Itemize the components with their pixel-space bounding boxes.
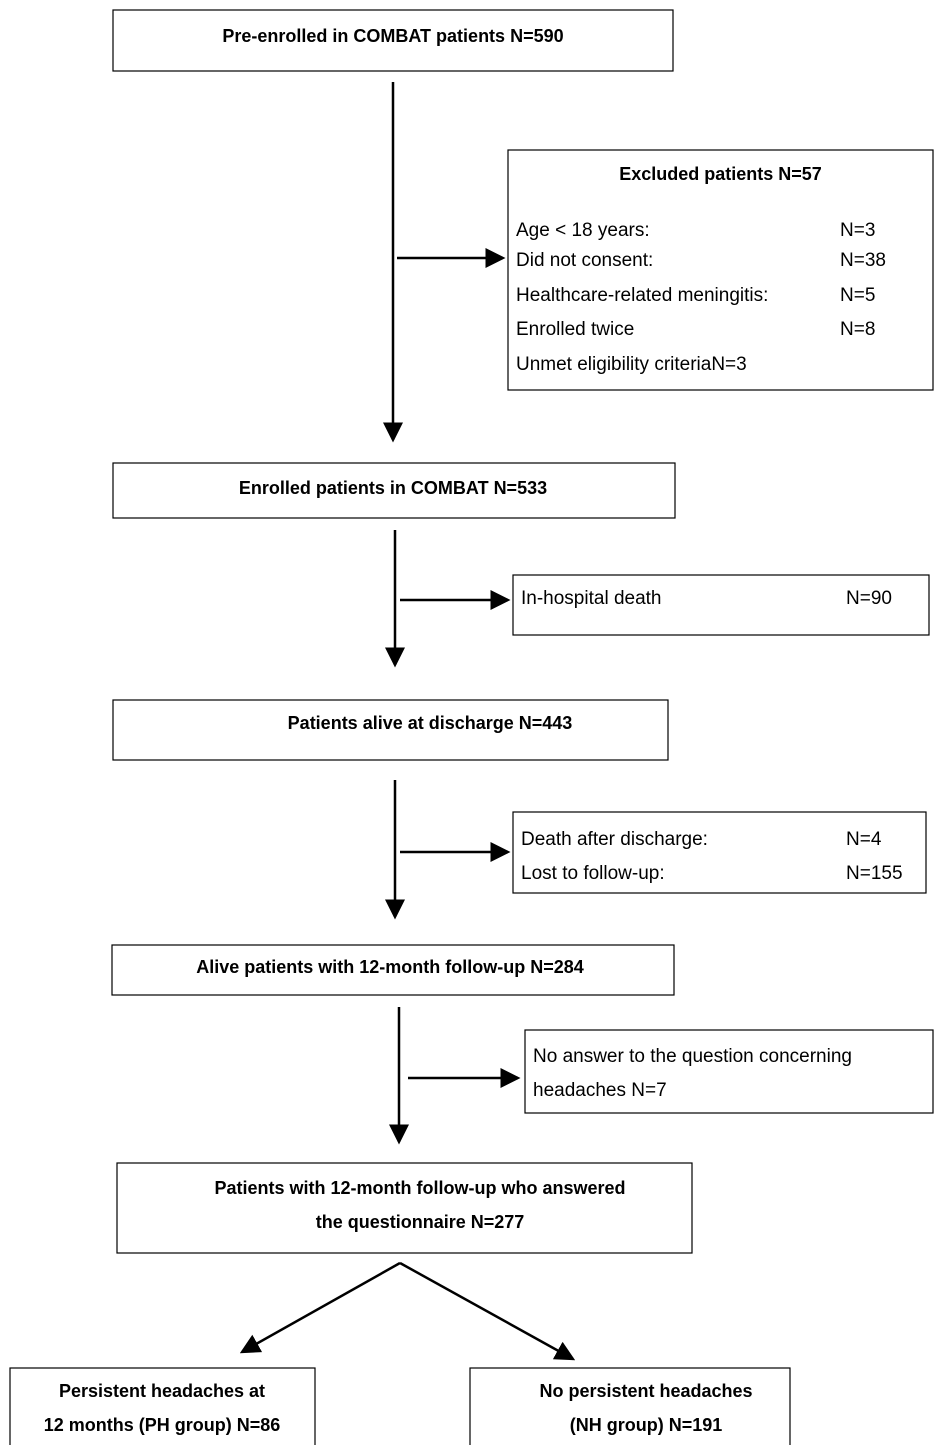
connectors (239, 82, 576, 1361)
exclusion-box (512, 574, 930, 636)
exclusion-box (524, 1029, 934, 1114)
exclusion-box (512, 811, 927, 894)
exclusion-reason: Lost to follow-up: (521, 863, 665, 884)
exclusion-count: N=155 (846, 863, 903, 884)
box-label: Patients alive at discharge N=443 (288, 713, 573, 733)
exclusion-reason: Enrolled twice (516, 319, 634, 340)
box-label: Enrolled patients in COMBAT N=533 (239, 478, 547, 498)
exclusion-count: N=38 (840, 250, 886, 271)
exclusion-reason: headaches N=7 (533, 1080, 667, 1101)
group-box (469, 1367, 791, 1445)
group-label: (NH group) N=191 (570, 1415, 723, 1435)
exclusion-count: N=5 (840, 285, 875, 306)
exclusion-count: N=8 (840, 319, 875, 340)
box-label: the questionnaire N=277 (316, 1212, 525, 1232)
group-label: Persistent headaches at (59, 1381, 265, 1401)
process-box (111, 944, 675, 996)
group-box (9, 1367, 316, 1445)
exclusion-box (507, 149, 934, 391)
process-box (112, 462, 676, 519)
process-box (112, 9, 674, 72)
box-label: Pre-enrolled in COMBAT patients N=590 (222, 26, 563, 46)
exclusion-reason: No answer to the question concerning (533, 1046, 852, 1067)
exclusion-count: N=90 (846, 588, 892, 609)
exclusion-reason: Unmet eligibility criteriaN=3 (516, 354, 747, 375)
exclusion-reason: Death after discharge: (521, 829, 708, 850)
exclusion-reason: Did not consent: (516, 250, 653, 271)
exclusion-count: N=3 (840, 220, 875, 241)
exclusion-reason: Age < 18 years: (516, 220, 650, 241)
exclusion-count: N=4 (846, 829, 882, 850)
arrow (239, 1261, 401, 1354)
exclusion-reason: In-hospital death (521, 588, 662, 609)
box-label: Alive patients with 12-month follow-up N… (196, 957, 584, 977)
process-box (112, 699, 669, 761)
group-label: 12 months (PH group) N=86 (44, 1415, 281, 1435)
process-box (116, 1162, 693, 1254)
box-label: Patients with 12-month follow-up who ans… (214, 1178, 625, 1198)
arrow (399, 1261, 576, 1361)
group-label: No persistent headaches (539, 1381, 752, 1401)
exclusion-title: Excluded patients N=57 (619, 164, 822, 184)
exclusion-reason: Healthcare-related meningitis: (516, 285, 768, 306)
